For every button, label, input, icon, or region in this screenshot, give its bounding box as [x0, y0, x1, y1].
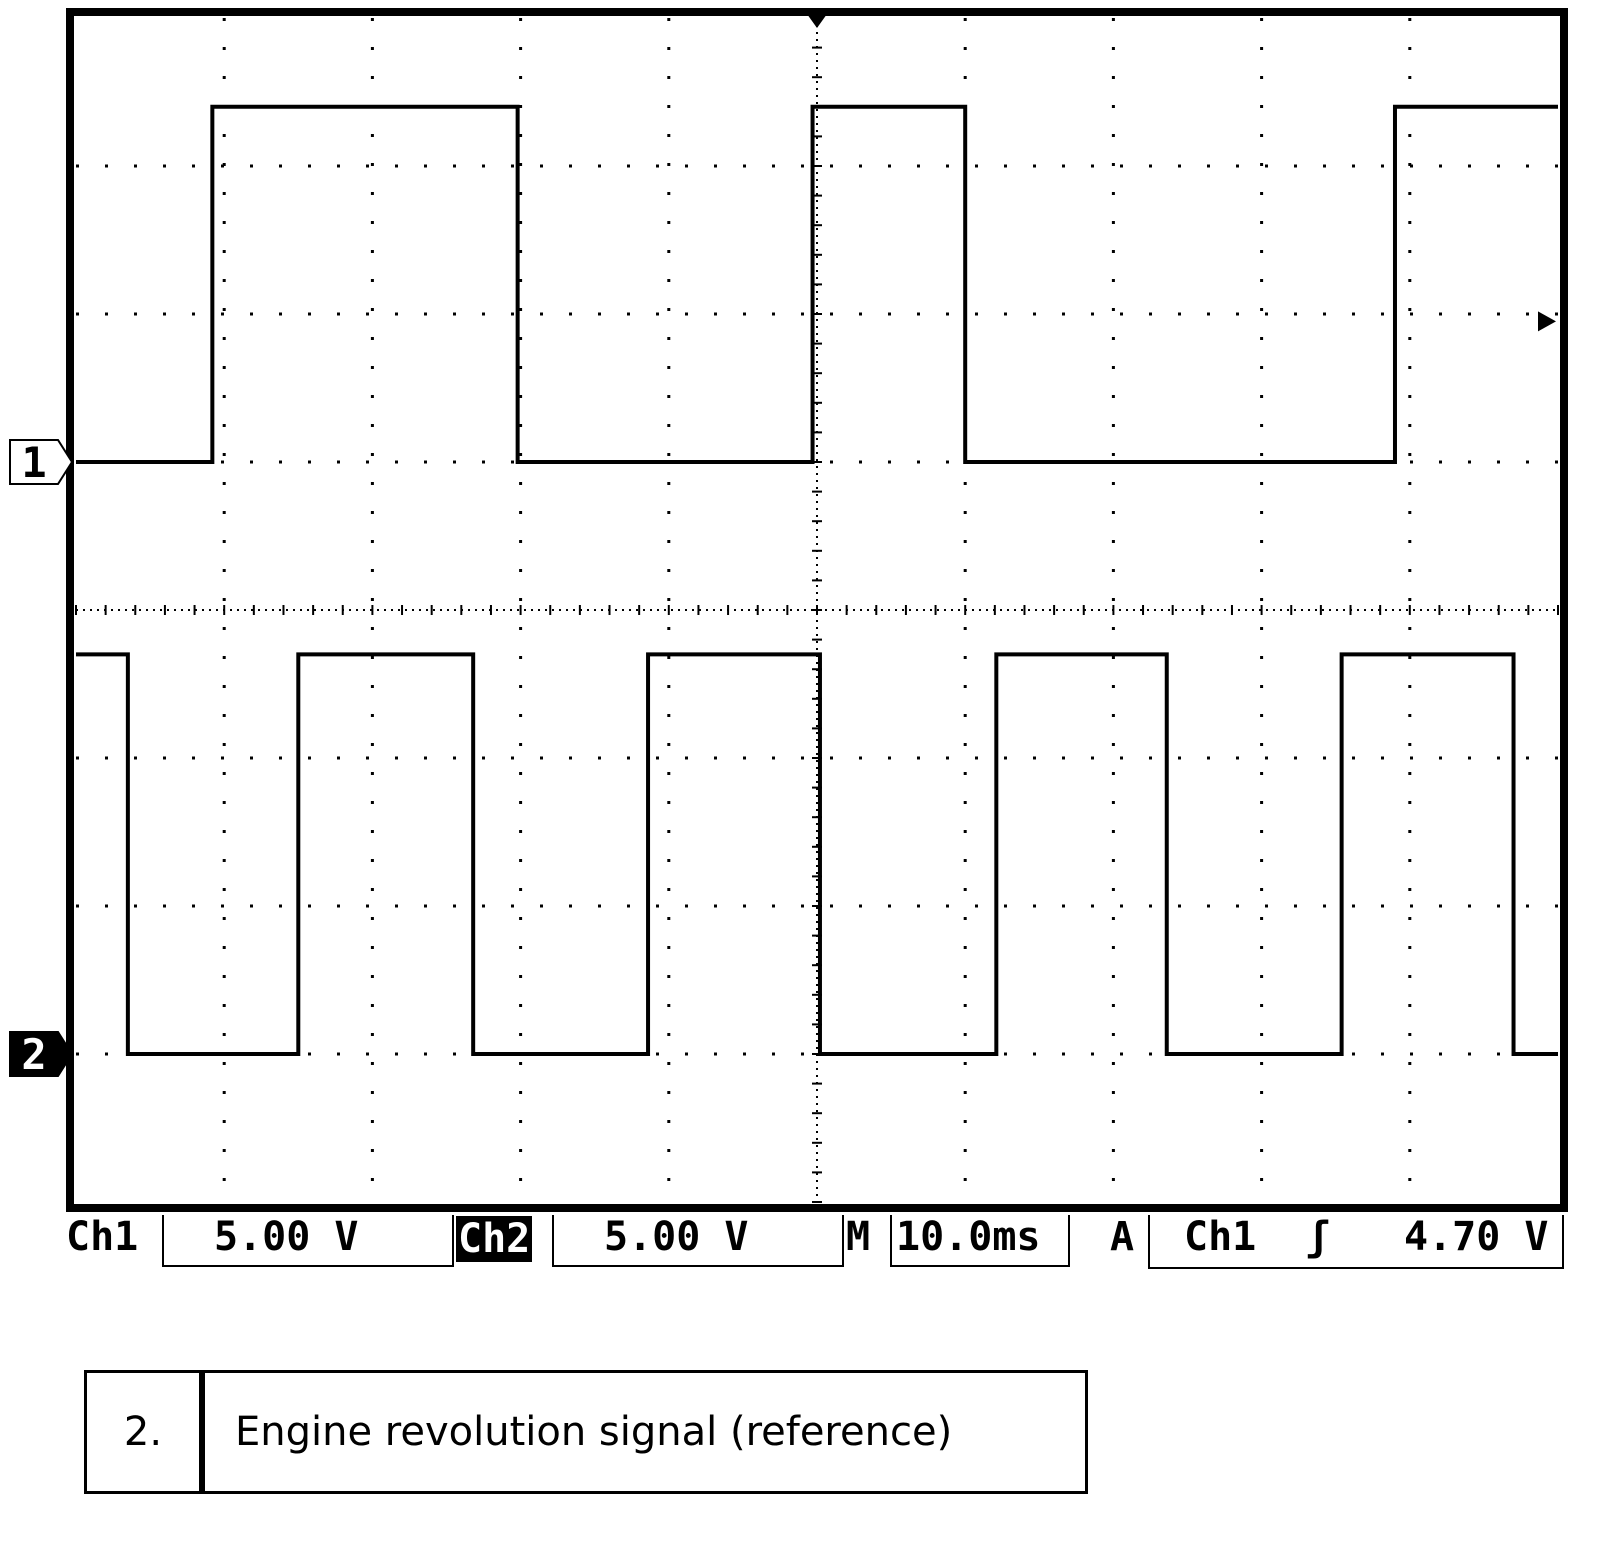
trigger-level-marker — [1538, 311, 1556, 332]
trigger-level: 4.70 V — [1404, 1214, 1549, 1260]
ch1-scale-box — [162, 1215, 454, 1267]
channel-marker-2: 2 — [9, 1030, 74, 1079]
trigger-source: Ch1 — [1184, 1214, 1257, 1260]
ch2-scale-box — [552, 1215, 844, 1267]
oscilloscope-chart: 12 — [9, 8, 1568, 1212]
trace-ch2 — [76, 652, 1558, 1056]
channel-marker-1: 1 — [9, 438, 74, 487]
timebase-box — [890, 1215, 1070, 1267]
timebase-label: M — [846, 1214, 871, 1260]
timebase-value: 10.0ms — [896, 1214, 1041, 1260]
channel-marker-label: 2 — [21, 1030, 46, 1079]
trigger-box — [1148, 1215, 1564, 1269]
caption-text: Engine revolution signal (reference) — [235, 1409, 953, 1455]
trace-ch1 — [76, 104, 1558, 464]
ch2-label: Ch2 — [456, 1216, 533, 1262]
caption-box: 2. Engine revolution signal (reference) — [84, 1370, 1088, 1494]
trigger-position-marker — [807, 14, 827, 28]
ch1-label: Ch1 — [66, 1214, 139, 1260]
channel-marker-label: 1 — [21, 438, 46, 487]
ch1-scale: 5.00 V — [214, 1214, 359, 1260]
graticule-frame — [66, 8, 1568, 1212]
caption-number: 2. — [87, 1373, 205, 1491]
trigger-label: A — [1110, 1214, 1135, 1260]
ch2-scale: 5.00 V — [604, 1214, 749, 1260]
trigger-slope-icon: ʃ — [1306, 1214, 1331, 1260]
